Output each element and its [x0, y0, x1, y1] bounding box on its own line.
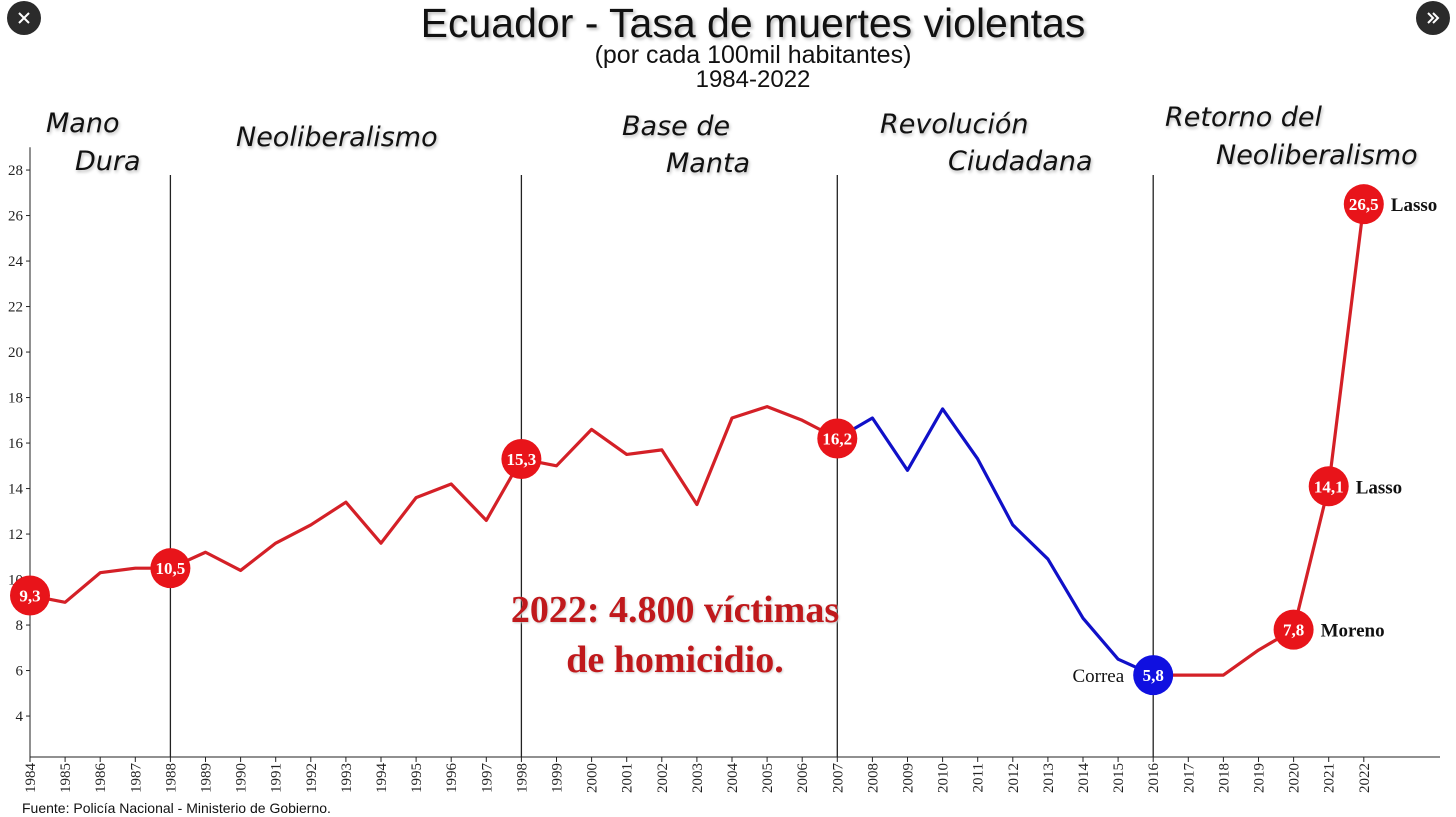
x-tick-label: 1988	[163, 763, 179, 793]
y-tick-label: 24	[8, 254, 24, 270]
x-tick-label: 1987	[128, 763, 144, 794]
x-tick-label: 2012	[1006, 763, 1022, 793]
y-tick-label: 26	[8, 209, 24, 225]
x-tick-label: 1990	[234, 763, 250, 793]
data-point-marker	[817, 418, 858, 459]
president-annotation: Lasso	[1391, 195, 1437, 216]
data-point-marker	[1273, 609, 1314, 650]
data-point-marker	[1343, 184, 1384, 225]
data-point-marker	[1308, 466, 1349, 507]
data-label: 10,5	[156, 559, 186, 578]
x-tick-label: 1986	[93, 763, 109, 794]
x-tick-label: 1993	[339, 763, 355, 793]
x-tick-label: 2005	[760, 763, 776, 793]
data-label: 7,8	[1283, 621, 1304, 640]
era-label: Neoliberalismo	[1216, 140, 1418, 171]
callout-line: de homicidio.	[566, 639, 784, 681]
era-label: Neoliberalismo	[236, 122, 438, 153]
y-tick-label: 4	[16, 709, 24, 725]
x-tick-label: 2015	[1111, 763, 1127, 793]
era-label: Dura	[75, 146, 141, 177]
era-label: Base de	[622, 111, 731, 142]
callout-annotation: 2022: 4.800 víctimas de homicidio.	[500, 585, 850, 685]
x-tick-label: 2011	[971, 763, 987, 792]
x-tick-label: 2022	[1357, 763, 1373, 793]
double-chevron-right-icon	[1427, 12, 1440, 24]
data-label: 5,8	[1143, 666, 1164, 685]
chart-subtitle: (por cada 100mil habitantes)	[594, 41, 912, 69]
data-point-marker	[10, 575, 50, 616]
era-label: Ciudadana	[948, 146, 1093, 177]
series-line-3	[1153, 203, 1366, 677]
series-line-2	[836, 407, 1154, 677]
y-tick-label: 16	[8, 436, 24, 452]
x-tick-label: 2002	[655, 763, 671, 793]
x-tick-label: 2001	[620, 763, 636, 793]
y-tick-label: 6	[16, 664, 24, 680]
x-tick-label: 2000	[585, 763, 601, 793]
x-tick-label: 2013	[1041, 763, 1057, 793]
x-tick-label: 1989	[199, 763, 215, 793]
x-tick-label: 2020	[1287, 763, 1303, 793]
x-tick-label: 1995	[409, 763, 425, 793]
data-label: 9,3	[19, 586, 40, 605]
y-tick-label: 8	[16, 618, 24, 634]
source-note: Fuente: Policía Nacional - Ministerio de…	[22, 800, 331, 816]
x-tick-label: 2004	[725, 763, 741, 794]
data-point-marker	[1133, 655, 1174, 696]
x-tick-label: 1991	[269, 763, 285, 793]
close-icon	[18, 12, 30, 24]
y-tick-label: 28	[8, 163, 23, 179]
callout-line: 2022: 4.800 víctimas	[510, 589, 840, 631]
x-tick-label: 2008	[865, 763, 881, 793]
x-tick-label: 2019	[1252, 763, 1268, 793]
y-tick-label: 14	[8, 482, 24, 498]
close-button[interactable]	[7, 1, 41, 35]
data-label: 16,2	[822, 430, 852, 449]
president-annotation: Lasso	[1356, 477, 1402, 498]
chart-title: Ecuador - Tasa de muertes violentas	[420, 0, 1086, 46]
x-tick-label: 2009	[901, 763, 917, 793]
data-point-marker	[501, 438, 542, 479]
era-label: Revolución	[880, 109, 1029, 140]
data-label: 14,1	[1314, 477, 1344, 496]
y-tick-label: 20	[8, 345, 23, 361]
x-tick-label: 1996	[444, 763, 460, 794]
x-tick-label: 1997	[479, 763, 495, 794]
x-tick-label: 2016	[1146, 763, 1162, 794]
x-tick-label: 2003	[690, 763, 706, 793]
y-tick-label: 18	[8, 391, 23, 407]
x-tick-label: 1992	[304, 763, 320, 793]
x-tick-label: 1985	[58, 763, 74, 793]
y-tick-label: 12	[8, 527, 23, 543]
x-tick-label: 1994	[374, 763, 390, 794]
x-tick-label: 2007	[830, 763, 846, 794]
president-annotation: Moreno	[1321, 621, 1385, 642]
chart-years: 1984-2022	[695, 66, 811, 93]
x-tick-label: 2018	[1216, 763, 1232, 793]
x-tick-label: 1999	[550, 763, 566, 793]
x-tick-label: 2017	[1181, 763, 1197, 794]
president-annotation: Correa	[1072, 666, 1124, 687]
x-tick-label: 2006	[795, 763, 811, 794]
era-label: Mano	[46, 108, 120, 139]
x-tick-label: 1998	[514, 763, 530, 793]
y-tick-label: 22	[8, 300, 23, 316]
x-tick-label: 2014	[1076, 763, 1092, 794]
data-label: 15,3	[507, 450, 537, 469]
x-tick-label: 1984	[23, 763, 39, 794]
x-tick-label: 2021	[1322, 763, 1338, 793]
x-tick-label: 2010	[936, 763, 952, 793]
data-point-marker	[150, 548, 191, 589]
era-label: Retorno del	[1165, 102, 1323, 133]
next-button[interactable]	[1416, 1, 1450, 35]
data-label: 26,5	[1349, 195, 1379, 214]
era-label: Manta	[666, 148, 751, 179]
